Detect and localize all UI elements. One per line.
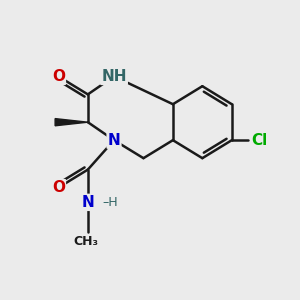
Text: –H: –H <box>103 196 118 209</box>
Text: N: N <box>82 195 94 210</box>
Text: NH: NH <box>101 69 127 84</box>
Text: Cl: Cl <box>251 133 268 148</box>
Text: O: O <box>52 180 65 195</box>
Text: CH₃: CH₃ <box>74 235 99 248</box>
Text: N: N <box>108 133 120 148</box>
Text: O: O <box>52 69 65 84</box>
Polygon shape <box>55 118 88 126</box>
